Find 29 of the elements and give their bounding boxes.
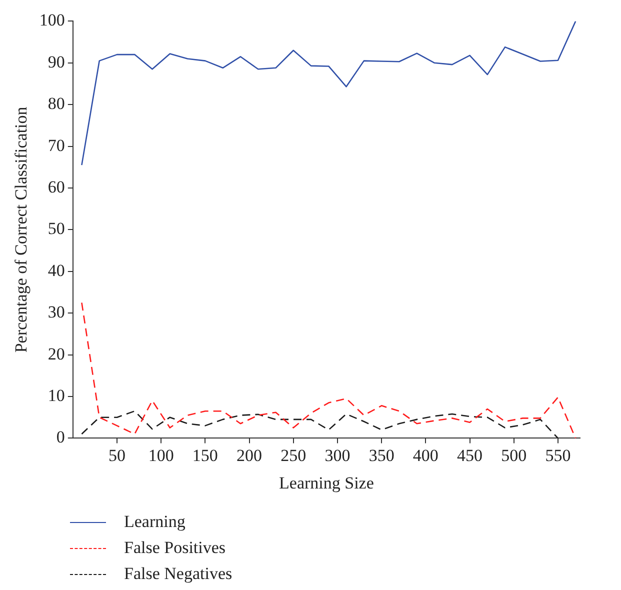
y-tick-label: 60 [48,177,65,196]
y-tick-label: 0 [56,428,65,447]
x-tick-label: 550 [545,446,571,465]
x-tick-label: 500 [501,446,527,465]
x-tick-label: 300 [324,446,350,465]
legend-label: False Positives [124,538,226,558]
y-tick-label: 70 [48,136,65,155]
x-tick-label: 200 [236,446,262,465]
x-tick-label: 250 [280,446,306,465]
legend-label: False Negatives [124,564,232,584]
y-tick-label: 100 [39,10,65,30]
x-tick-label: 450 [457,446,483,465]
y-tick-label: 30 [48,302,65,322]
x-tick-label: 400 [412,446,438,465]
x-tick-label: 150 [192,446,218,465]
x-axis-title: Learning Size [279,473,374,492]
y-tick-label: 10 [48,386,65,405]
x-tick-label: 100 [148,446,174,465]
y-tick-label: 80 [48,94,65,114]
x-tick-label: 50 [108,446,126,465]
y-tick-label: 40 [48,260,65,280]
x-tick-label: 350 [368,446,394,465]
y-axis-title: Percentage of Correct Classification [12,106,31,353]
y-tick-label: 20 [48,344,65,364]
legend-label: Learning [124,512,186,532]
y-tick-label: 90 [48,52,65,72]
line-series [81,410,559,438]
y-tick-label: 50 [48,219,65,238]
line-series [81,302,576,438]
